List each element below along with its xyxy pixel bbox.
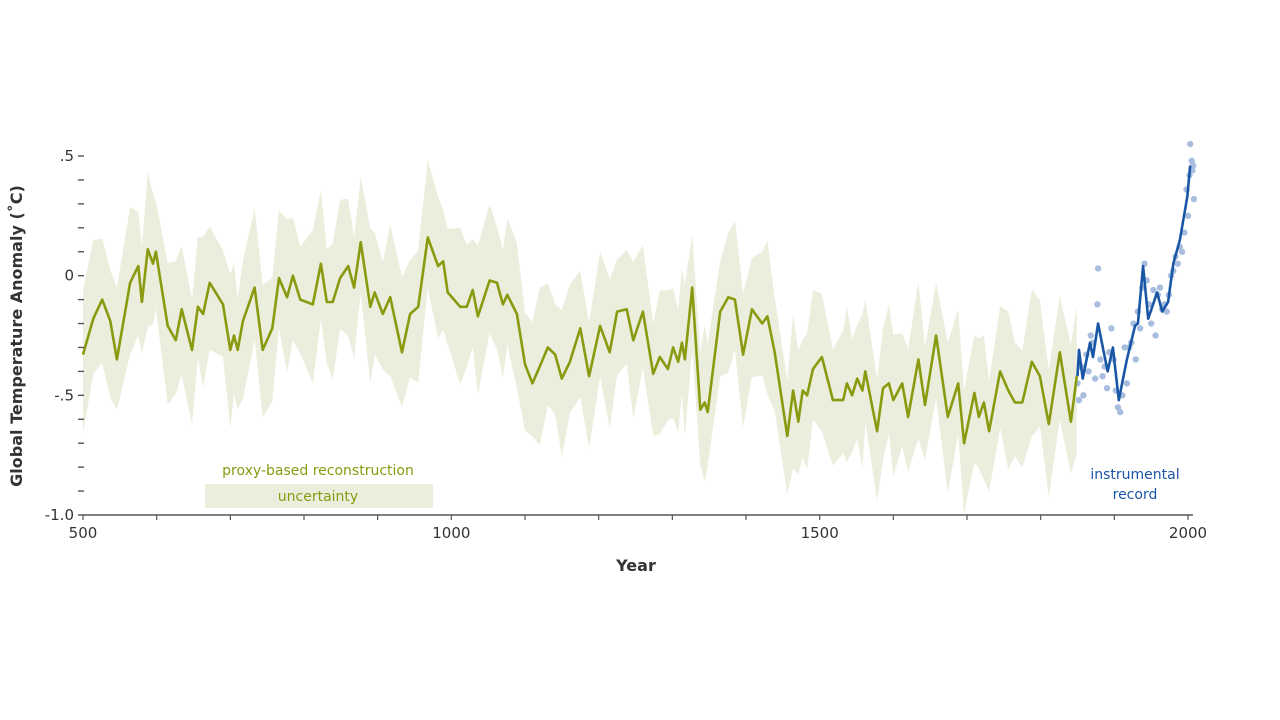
annual-data-point: [1075, 396, 1083, 404]
y-tick-label: -1.0: [45, 506, 74, 524]
legend-uncertainty-label: uncertainty: [278, 489, 358, 505]
y-axis-title: Global Temperature Anomaly (˚C): [7, 185, 26, 487]
legend-uncertainty-swatch: [205, 484, 433, 508]
y-tick-label: .5: [60, 147, 74, 165]
annual-data-point: [1187, 140, 1194, 148]
annual-data-point: [1174, 260, 1181, 267]
annual-data-point: [1108, 325, 1115, 332]
y-tick-label: 0: [64, 267, 74, 285]
annual-data-point: [1099, 372, 1106, 380]
series-lines-layer: [81, 165, 1192, 445]
uncertainty-band-layer: [83, 159, 1077, 515]
annual-data-point: [1121, 344, 1128, 351]
annual-data-point: [1184, 212, 1192, 220]
annual-data-point: [1156, 284, 1164, 291]
annual-data-point: [1103, 384, 1111, 392]
annual-data-point: [1178, 248, 1186, 255]
annual-data-point: [1190, 195, 1198, 203]
x-tick-label: 1000: [432, 524, 470, 542]
annual-data-point: [1114, 404, 1122, 411]
annual-points-layer: [1074, 140, 1198, 416]
x-axis-title: Year: [615, 556, 656, 575]
x-tick-label: 500: [69, 524, 98, 542]
axes: 500 1000 1500 2000 .5 0 -.5 -1.0: [45, 147, 1207, 542]
x-tick-label: 2000: [1169, 524, 1207, 542]
annual-data-point: [1189, 162, 1197, 169]
annual-data-point: [1132, 356, 1139, 363]
y-tick-label: -.5: [54, 386, 74, 404]
annual-data-point: [1094, 265, 1102, 272]
annual-data-point: [1136, 325, 1144, 332]
annual-data-point: [1087, 332, 1094, 339]
annual-data-point: [1163, 308, 1170, 315]
instrumental-record-line: [1076, 165, 1192, 402]
uncertainty-band: [83, 159, 1077, 515]
legend-proxy-label: proxy-based reconstruction: [222, 463, 414, 479]
annual-data-point: [1117, 408, 1124, 416]
annual-data-point: [1123, 380, 1131, 387]
annual-data-point: [1150, 286, 1157, 294]
annual-data-point: [1085, 368, 1092, 375]
annual-data-point: [1094, 301, 1101, 308]
annual-data-point: [1091, 375, 1099, 382]
annual-data-point: [1097, 356, 1104, 363]
proxy-reconstruction-line: [81, 236, 1079, 445]
annual-data-point: [1080, 392, 1087, 399]
legend-instrumental-label: instrumental: [1090, 467, 1179, 483]
x-tick-label: 1500: [801, 524, 839, 542]
annual-data-point: [1152, 332, 1159, 339]
legend-record-label: record: [1113, 487, 1158, 503]
annual-data-point: [1147, 320, 1155, 327]
